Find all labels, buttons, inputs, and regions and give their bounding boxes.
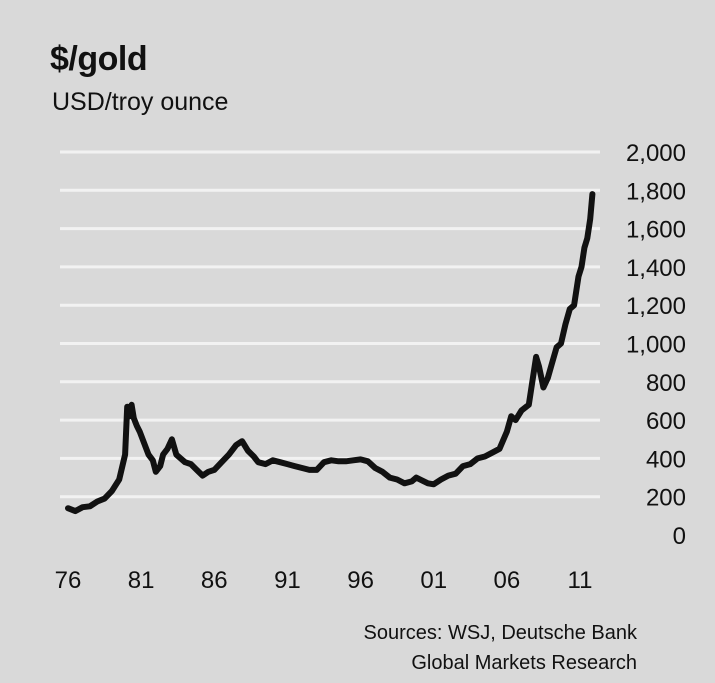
chart-subtitle: USD/troy ounce — [52, 88, 229, 116]
x-tick-label: 91 — [274, 567, 301, 594]
y-tick-label: 2,000 — [626, 140, 686, 167]
x-tick-label: 86 — [201, 567, 228, 594]
y-tick-label: 800 — [646, 370, 686, 397]
source-line-2: Global Markets Research — [411, 652, 637, 674]
gridlines — [60, 150, 600, 499]
x-tick-label: 11 — [568, 567, 593, 594]
y-tick-label: 1,200 — [626, 293, 686, 320]
source-note: Sources: WSJ, Deutsche Bank Global Marke… — [364, 618, 637, 678]
y-tick-label: 1,800 — [626, 178, 686, 205]
x-tick-label: 81 — [128, 567, 155, 594]
y-axis-ticks: 0 200 400 600 800 1,000 1,200 1,400 1,600 1,800 2,… — [626, 140, 686, 550]
x-tick-label: 06 — [494, 567, 521, 594]
x-axis-ticks: 76 81 86 91 96 01 06 11 — [55, 567, 593, 594]
x-tick-label: 76 — [55, 567, 82, 594]
y-tick-label: 0 — [673, 523, 686, 550]
source-line-1: Sources: WSJ, Deutsche Bank — [363, 622, 637, 644]
chart-title: $/gold — [50, 40, 148, 78]
y-tick-label: 200 — [646, 485, 686, 512]
x-tick-label: 01 — [420, 567, 447, 594]
series-line — [65, 191, 596, 515]
y-tick-label: 1,000 — [626, 332, 686, 359]
y-tick-label: 1,600 — [626, 217, 686, 244]
x-tick-label: 96 — [347, 567, 374, 594]
y-tick-label: 600 — [646, 408, 686, 435]
y-tick-label: 1,400 — [626, 255, 686, 282]
y-tick-label: 400 — [646, 446, 686, 473]
